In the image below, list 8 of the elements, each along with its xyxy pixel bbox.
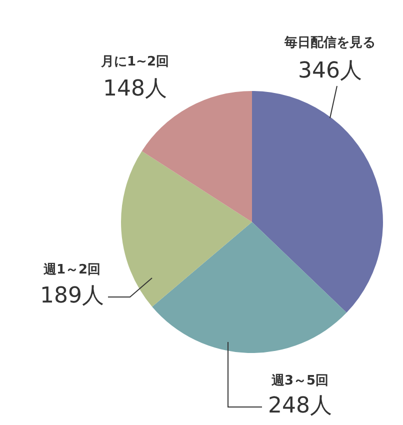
slice-label: 週3～5回 [270, 373, 329, 388]
data-label: 248人 [268, 394, 332, 419]
slice-label: 毎日配信を見る [284, 35, 376, 50]
data-label: 189人 [40, 284, 104, 309]
slice-label: 月に1~2回 [100, 54, 169, 70]
slice-label: 週1～2回 [42, 262, 101, 278]
data-label: 346人 [298, 58, 362, 84]
data-label: 148人 [103, 76, 167, 102]
